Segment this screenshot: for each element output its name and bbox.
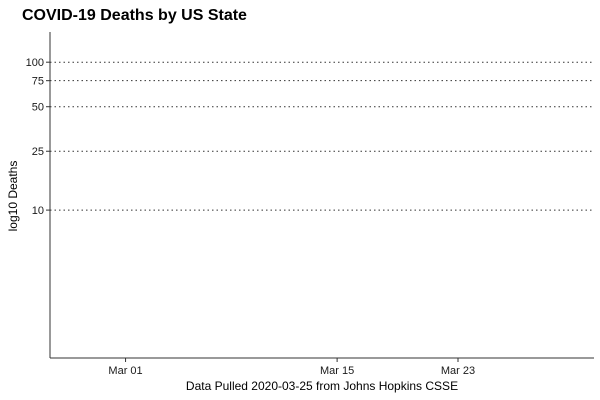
chart-title: COVID-19 Deaths by US State [22, 7, 247, 24]
y-tick-label-25: 25 [32, 146, 44, 158]
y-axis-ticks: 10 25 50 75 100 [26, 57, 50, 217]
y-tick-label-75: 75 [32, 76, 44, 88]
y-tick-label-10: 10 [32, 205, 44, 217]
gridlines [50, 61, 594, 211]
x-tick-label-2020-03-23: Mar 23 [441, 365, 475, 377]
x-tick-label-2020-03-15: Mar 15 [320, 365, 354, 377]
x-axis-label: Data Pulled 2020-03-25 from Johns Hopkin… [186, 379, 458, 393]
x-axis-ticks: Mar 01 Mar 15 Mar 23 [108, 358, 475, 377]
x-tick-label-2020-03-01: Mar 01 [108, 365, 142, 377]
y-tick-label-100: 100 [26, 57, 44, 69]
y-axis-label: log10 Deaths [6, 161, 20, 232]
y-tick-label-50: 50 [32, 102, 44, 114]
